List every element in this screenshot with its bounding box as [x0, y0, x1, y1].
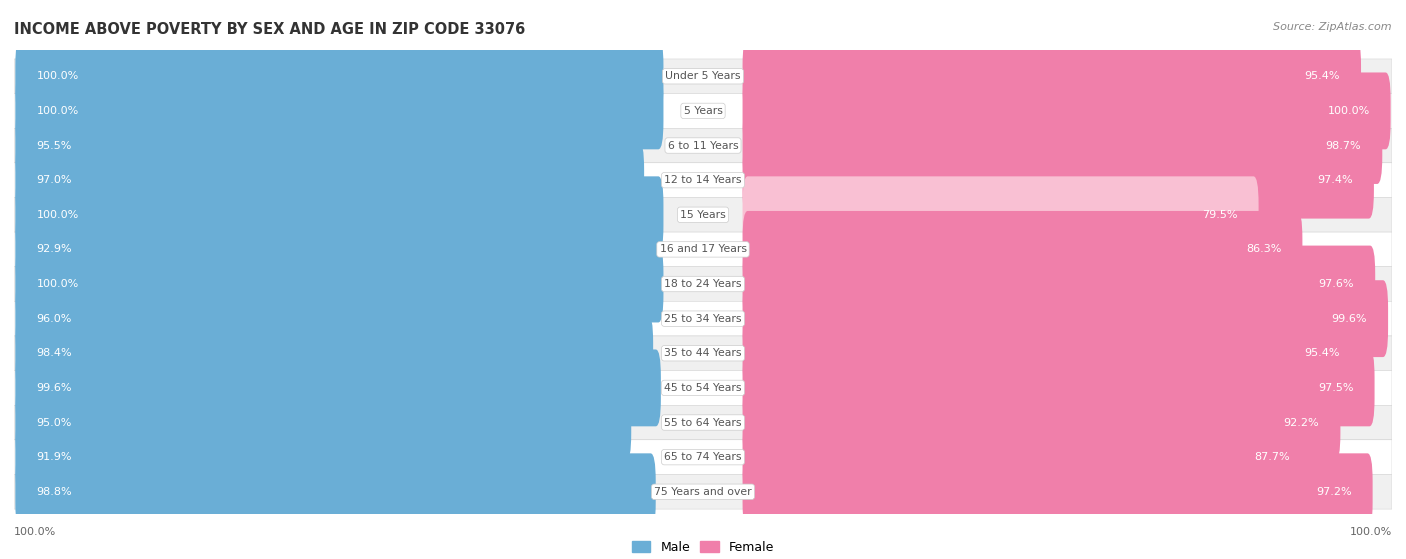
- Text: 95.0%: 95.0%: [37, 418, 72, 428]
- FancyBboxPatch shape: [742, 384, 1340, 461]
- FancyBboxPatch shape: [15, 315, 654, 392]
- Text: 99.6%: 99.6%: [1331, 314, 1367, 324]
- FancyBboxPatch shape: [14, 93, 1392, 128]
- Text: 100.0%: 100.0%: [1350, 527, 1392, 537]
- Text: Under 5 Years: Under 5 Years: [665, 72, 741, 81]
- Text: 65 to 74 Years: 65 to 74 Years: [664, 452, 742, 462]
- FancyBboxPatch shape: [742, 419, 1312, 496]
- FancyBboxPatch shape: [14, 128, 1392, 163]
- Text: 100.0%: 100.0%: [37, 106, 79, 116]
- Text: 86.3%: 86.3%: [1246, 244, 1281, 254]
- Text: 97.4%: 97.4%: [1317, 175, 1353, 185]
- FancyBboxPatch shape: [15, 245, 664, 323]
- Text: 98.4%: 98.4%: [37, 348, 72, 358]
- Text: 87.7%: 87.7%: [1254, 452, 1291, 462]
- FancyBboxPatch shape: [15, 280, 638, 357]
- FancyBboxPatch shape: [742, 245, 1375, 323]
- Text: 100.0%: 100.0%: [37, 279, 79, 289]
- FancyBboxPatch shape: [15, 176, 664, 253]
- FancyBboxPatch shape: [14, 475, 1392, 509]
- Text: 98.8%: 98.8%: [37, 487, 72, 497]
- FancyBboxPatch shape: [14, 440, 1392, 475]
- FancyBboxPatch shape: [15, 38, 664, 115]
- FancyBboxPatch shape: [15, 211, 617, 288]
- FancyBboxPatch shape: [14, 267, 1392, 301]
- FancyBboxPatch shape: [742, 349, 1375, 427]
- FancyBboxPatch shape: [742, 315, 1361, 392]
- Text: 100.0%: 100.0%: [14, 527, 56, 537]
- FancyBboxPatch shape: [742, 176, 1258, 253]
- FancyBboxPatch shape: [742, 73, 1391, 149]
- FancyBboxPatch shape: [742, 211, 1302, 288]
- Text: 97.0%: 97.0%: [37, 175, 72, 185]
- Text: 25 to 34 Years: 25 to 34 Years: [664, 314, 742, 324]
- Text: 5 Years: 5 Years: [683, 106, 723, 116]
- Text: 96.0%: 96.0%: [37, 314, 72, 324]
- FancyBboxPatch shape: [14, 59, 1392, 93]
- Text: 99.6%: 99.6%: [37, 383, 72, 393]
- Text: 92.9%: 92.9%: [37, 244, 72, 254]
- FancyBboxPatch shape: [742, 280, 1388, 357]
- Text: 15 Years: 15 Years: [681, 210, 725, 220]
- Text: 91.9%: 91.9%: [37, 452, 72, 462]
- Text: 18 to 24 Years: 18 to 24 Years: [664, 279, 742, 289]
- Text: 100.0%: 100.0%: [37, 210, 79, 220]
- FancyBboxPatch shape: [15, 419, 612, 496]
- Text: 100.0%: 100.0%: [1327, 106, 1369, 116]
- FancyBboxPatch shape: [742, 107, 1382, 184]
- FancyBboxPatch shape: [742, 453, 1372, 530]
- Text: 45 to 54 Years: 45 to 54 Years: [664, 383, 742, 393]
- FancyBboxPatch shape: [742, 38, 1361, 115]
- FancyBboxPatch shape: [15, 384, 631, 461]
- Text: 95.5%: 95.5%: [37, 140, 72, 150]
- Text: 75 Years and over: 75 Years and over: [654, 487, 752, 497]
- FancyBboxPatch shape: [14, 232, 1392, 267]
- Text: 12 to 14 Years: 12 to 14 Years: [664, 175, 742, 185]
- FancyBboxPatch shape: [15, 107, 634, 184]
- Text: 95.4%: 95.4%: [1305, 72, 1340, 81]
- Text: INCOME ABOVE POVERTY BY SEX AND AGE IN ZIP CODE 33076: INCOME ABOVE POVERTY BY SEX AND AGE IN Z…: [14, 22, 526, 37]
- Legend: Male, Female: Male, Female: [627, 536, 779, 559]
- FancyBboxPatch shape: [15, 142, 644, 219]
- Text: 98.7%: 98.7%: [1326, 140, 1361, 150]
- Text: 97.2%: 97.2%: [1316, 487, 1351, 497]
- Text: 92.2%: 92.2%: [1284, 418, 1319, 428]
- Text: 100.0%: 100.0%: [37, 72, 79, 81]
- Text: 97.6%: 97.6%: [1319, 279, 1354, 289]
- Text: 16 and 17 Years: 16 and 17 Years: [659, 244, 747, 254]
- FancyBboxPatch shape: [14, 371, 1392, 405]
- FancyBboxPatch shape: [742, 142, 1374, 219]
- FancyBboxPatch shape: [14, 163, 1392, 197]
- FancyBboxPatch shape: [15, 73, 664, 149]
- FancyBboxPatch shape: [14, 301, 1392, 336]
- Text: 35 to 44 Years: 35 to 44 Years: [664, 348, 742, 358]
- Text: 79.5%: 79.5%: [1202, 210, 1237, 220]
- Text: 55 to 64 Years: 55 to 64 Years: [664, 418, 742, 428]
- FancyBboxPatch shape: [15, 453, 655, 530]
- FancyBboxPatch shape: [15, 349, 661, 427]
- Text: 97.5%: 97.5%: [1317, 383, 1354, 393]
- Text: Source: ZipAtlas.com: Source: ZipAtlas.com: [1274, 22, 1392, 32]
- Text: 95.4%: 95.4%: [1305, 348, 1340, 358]
- FancyBboxPatch shape: [14, 405, 1392, 440]
- FancyBboxPatch shape: [14, 197, 1392, 232]
- FancyBboxPatch shape: [14, 336, 1392, 371]
- Text: 6 to 11 Years: 6 to 11 Years: [668, 140, 738, 150]
